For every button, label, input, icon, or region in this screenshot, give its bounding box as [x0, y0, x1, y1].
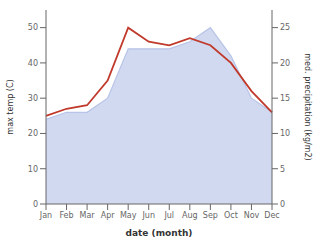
svg-text:20: 20 [28, 129, 38, 138]
svg-text:max temp (C): max temp (C) [8, 79, 15, 134]
svg-text:40: 40 [28, 59, 38, 68]
svg-text:date (month): date (month) [126, 228, 193, 238]
svg-text:20: 20 [280, 59, 290, 68]
svg-text:Aug: Aug [182, 211, 198, 220]
svg-text:Mar: Mar [80, 211, 96, 220]
svg-text:med. precipitation (kg/m2): med. precipitation (kg/m2) [303, 53, 310, 160]
svg-text:30: 30 [28, 94, 38, 103]
svg-text:Dec: Dec [264, 211, 279, 220]
svg-text:Nov: Nov [244, 211, 260, 220]
svg-text:Apr: Apr [101, 211, 116, 220]
svg-text:Feb: Feb [59, 211, 73, 220]
svg-text:10: 10 [280, 129, 290, 138]
svg-text:May: May [120, 211, 137, 220]
svg-text:5: 5 [280, 165, 285, 174]
svg-text:50: 50 [28, 23, 38, 32]
svg-text:0: 0 [280, 200, 285, 209]
svg-text:10: 10 [28, 165, 38, 174]
svg-text:Jun: Jun [141, 211, 155, 220]
svg-text:0: 0 [33, 200, 38, 209]
svg-text:Jul: Jul [163, 211, 174, 220]
svg-text:15: 15 [280, 94, 290, 103]
svg-text:Sep: Sep [203, 211, 218, 220]
svg-text:Jan: Jan [39, 211, 52, 220]
svg-text:25: 25 [280, 23, 290, 32]
svg-text:Oct: Oct [224, 211, 238, 220]
